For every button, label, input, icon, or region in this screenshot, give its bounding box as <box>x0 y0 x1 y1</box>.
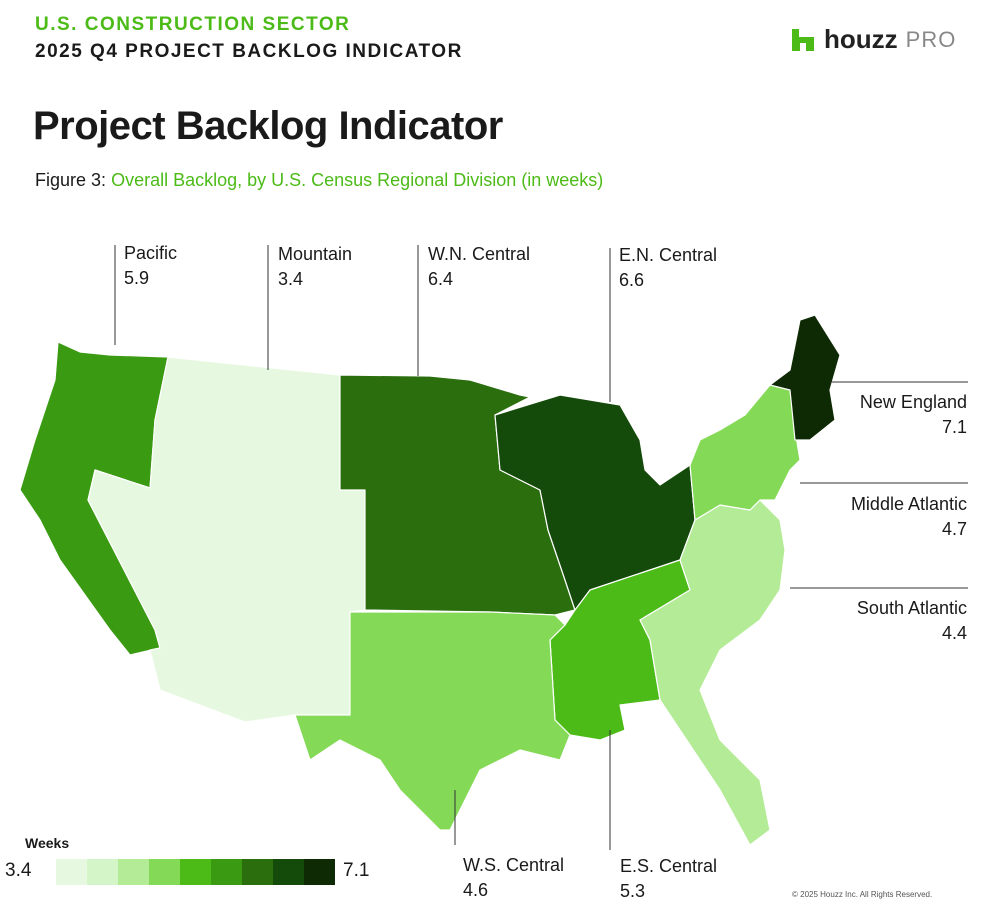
region-name: W.N. Central <box>428 244 531 264</box>
label-pacific: Pacific 5.9 <box>124 241 177 291</box>
houzz-pro-logo: houzz PRO <box>790 24 956 55</box>
houzz-house-icon <box>792 28 814 51</box>
page-title: Project Backlog Indicator <box>33 104 503 148</box>
label-ws-central: W.S. Central 4.6 <box>463 853 564 903</box>
legend-swatch <box>242 859 273 885</box>
label-new-england: New England 7.1 <box>860 390 967 440</box>
region-name: E.S. Central <box>620 856 718 876</box>
label-wn-central: W.N. Central 6.4 <box>428 242 530 292</box>
leader-lines <box>114 245 968 850</box>
copyright: © 2025 Houzz Inc. All Rights Reserved. <box>792 890 933 899</box>
figure-caption-text: Overall Backlog, by U.S. Census Regional… <box>111 170 604 190</box>
label-mountain: Mountain 3.4 <box>278 242 352 292</box>
region-name: Pacific <box>124 243 178 263</box>
region-name: Middle Atlantic <box>850 494 967 514</box>
region-value: 4.4 <box>941 623 967 643</box>
legend-swatch <box>87 859 118 885</box>
figure-caption: Figure 3: Overall Backlog, by U.S. Censu… <box>35 170 603 191</box>
region-value: 6.4 <box>428 269 454 289</box>
logo-word: houzz <box>824 24 898 54</box>
label-en-central: E.N. Central 6.6 <box>619 243 717 293</box>
label-south-atlantic: South Atlantic 4.4 <box>857 596 967 646</box>
legend-swatch <box>304 859 335 885</box>
legend-swatch <box>211 859 242 885</box>
figure-label: Figure 3: <box>35 170 107 190</box>
logo-suffix: PRO <box>905 26 957 52</box>
region-ws-central <box>294 611 571 831</box>
subkicker: 2025 Q4 PROJECT BACKLOG INDICATOR <box>35 41 463 62</box>
region-value: 7.1 <box>941 417 967 437</box>
region-value: 4.6 <box>463 880 489 900</box>
label-middle-atlantic: Middle Atlantic 4.7 <box>851 492 967 542</box>
legend-color-scale <box>56 859 335 885</box>
region-name: Mountain <box>278 244 353 264</box>
kicker: U.S. CONSTRUCTION SECTOR <box>35 14 351 35</box>
region-new-england <box>769 314 841 441</box>
region-value: 5.9 <box>124 268 150 288</box>
region-value: 3.4 <box>278 269 304 289</box>
region-middle-atlantic <box>689 384 801 521</box>
legend-min: 3.4 <box>5 860 32 881</box>
legend-swatch <box>180 859 211 885</box>
region-value: 4.7 <box>941 519 967 539</box>
legend-swatch <box>273 859 304 885</box>
legend-swatch <box>118 859 149 885</box>
legend-max: 7.1 <box>343 860 370 881</box>
region-value: 6.6 <box>619 270 645 290</box>
region-name: W.S. Central <box>463 855 565 875</box>
label-es-central: E.S. Central 5.3 <box>620 854 717 904</box>
region-name: South Atlantic <box>856 598 967 618</box>
region-value: 5.3 <box>620 881 646 901</box>
region-name: New England <box>859 392 967 412</box>
legend-title: Weeks <box>25 835 70 851</box>
legend-swatch <box>56 859 87 885</box>
region-name: E.N. Central <box>619 245 718 265</box>
legend-swatch <box>149 859 180 885</box>
